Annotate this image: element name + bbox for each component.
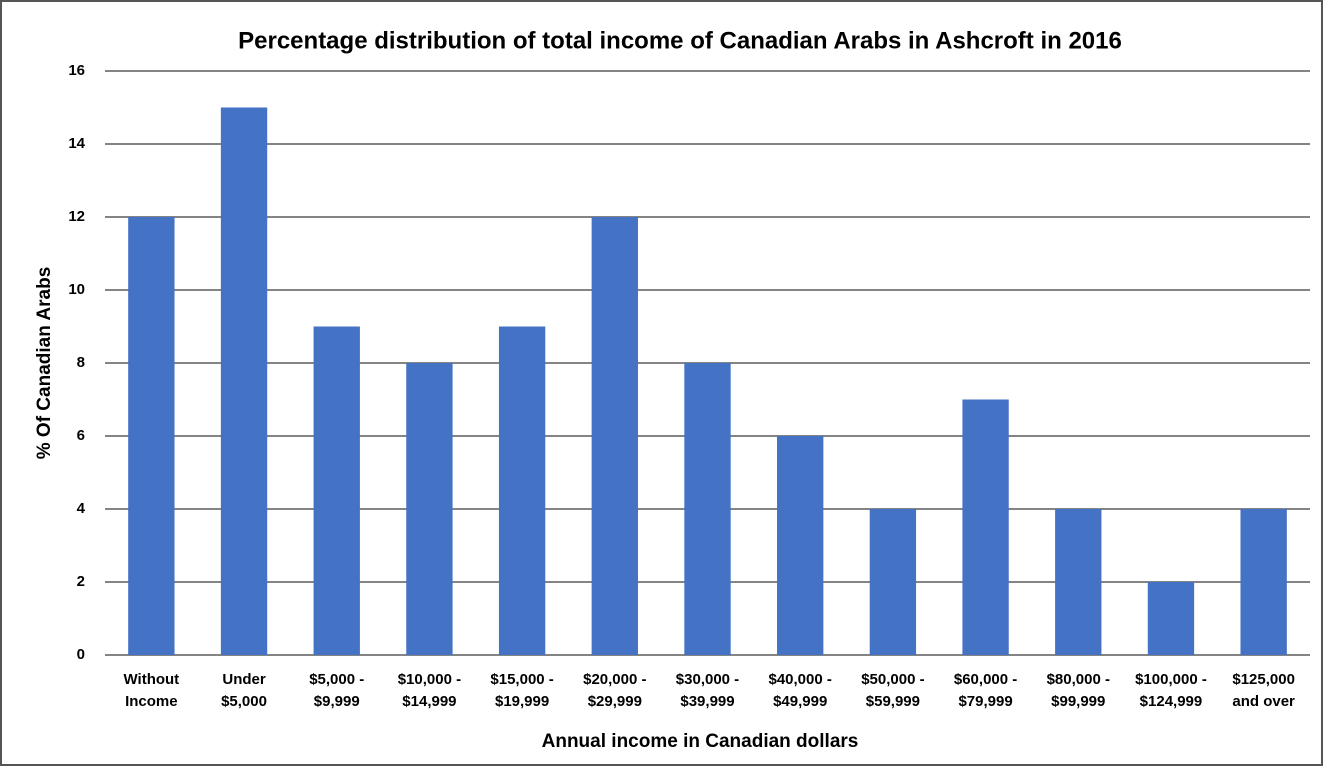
x-tick-label: $5,000 <box>221 693 267 710</box>
bar <box>591 217 638 655</box>
y-tick-label: 8 <box>77 354 85 371</box>
bar <box>498 326 546 655</box>
y-tick-label: 10 <box>68 281 85 298</box>
x-tick-label: $39,999 <box>680 693 734 710</box>
x-tick-label: $50,000 - <box>861 671 924 688</box>
y-tick-label: 2 <box>77 573 85 590</box>
x-axis-label: Annual income in Canadian dollars <box>542 731 859 752</box>
chart-title: Percentage distribution of total income … <box>238 27 1122 54</box>
bar <box>869 509 917 655</box>
x-tick-label: $20,000 - <box>583 671 646 688</box>
x-tick-label: $79,999 <box>958 693 1012 710</box>
x-tick-label: Income <box>125 693 178 710</box>
y-tick-label: 12 <box>68 208 85 225</box>
y-axis-label: % Of Canadian Arabs <box>34 267 55 460</box>
x-tick-label: $29,999 <box>588 693 642 710</box>
bar <box>962 399 1009 655</box>
bar <box>406 363 453 655</box>
x-tick-label: $99,999 <box>1051 693 1105 710</box>
x-tick-label: $59,999 <box>866 693 920 710</box>
x-tick-label: $10,000 - <box>398 671 461 688</box>
x-tick-label: $100,000 - <box>1135 671 1207 688</box>
x-tick-label: $40,000 - <box>768 671 831 688</box>
y-tick-label: 0 <box>77 646 85 663</box>
x-tick-label: and over <box>1232 693 1295 710</box>
x-tick-label: Without <box>124 671 180 688</box>
x-tick-label: $14,999 <box>402 693 456 710</box>
bar <box>684 363 731 655</box>
bar <box>1055 509 1102 655</box>
y-tick-label: 4 <box>77 500 86 517</box>
bar <box>1240 509 1287 655</box>
x-tick-label: $9,999 <box>314 693 360 710</box>
bar <box>1147 582 1195 655</box>
bar <box>313 326 360 655</box>
x-tick-label: Under <box>222 671 266 688</box>
y-tick-label: 16 <box>68 62 85 79</box>
bar <box>777 436 824 655</box>
x-tick-label: $124,999 <box>1140 693 1203 710</box>
x-tick-label: $15,000 - <box>490 671 553 688</box>
bar <box>220 107 268 655</box>
y-tick-label: 14 <box>68 135 85 152</box>
x-tick-label: $49,999 <box>773 693 827 710</box>
x-tick-label: $125,000 <box>1232 671 1295 688</box>
x-tick-label: $80,000 - <box>1047 671 1110 688</box>
x-tick-label: $5,000 - <box>309 671 364 688</box>
x-tick-label: $60,000 - <box>954 671 1017 688</box>
y-tick-label: 6 <box>77 427 85 444</box>
x-tick-label: $19,999 <box>495 693 549 710</box>
x-tick-label: $30,000 - <box>676 671 739 688</box>
bar <box>128 217 175 655</box>
